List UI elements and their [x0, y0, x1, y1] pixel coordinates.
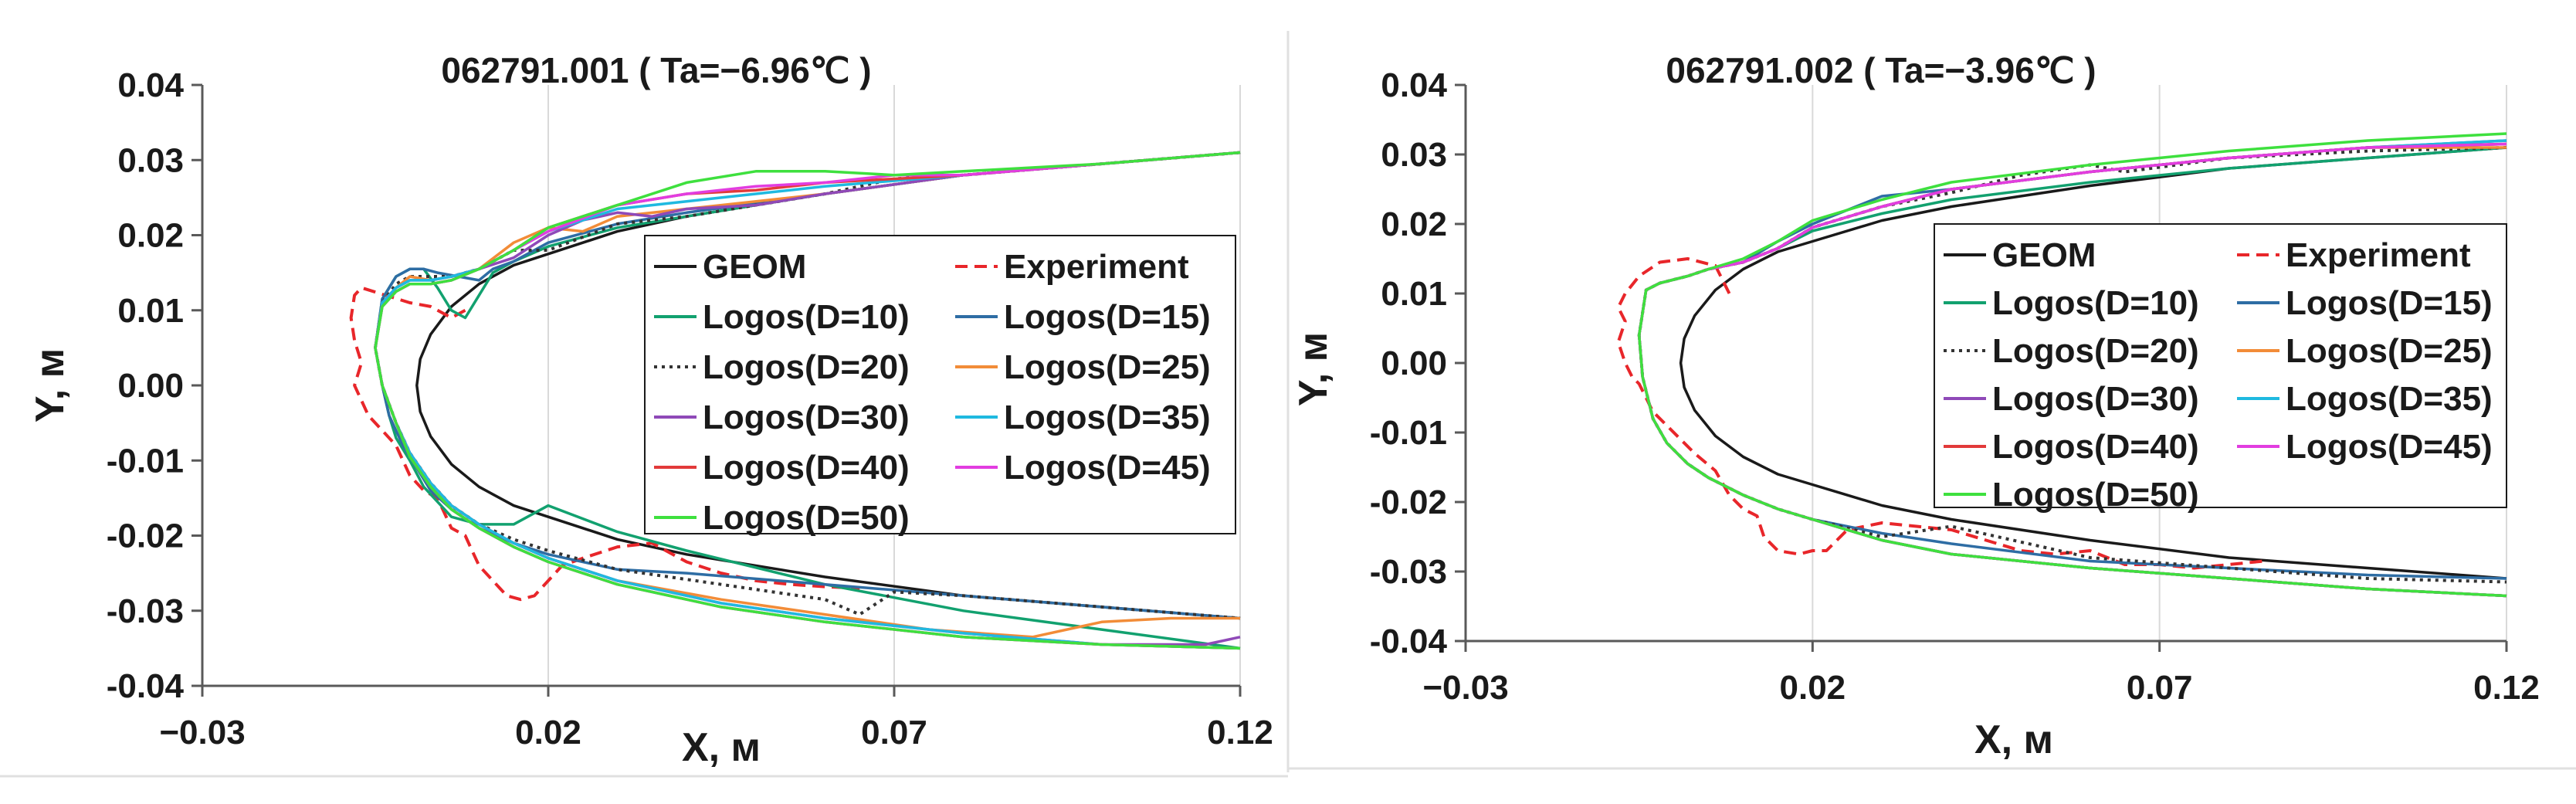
- series-logos-d-50: [374, 151, 1241, 650]
- legend-label: Experiment: [2286, 236, 2471, 274]
- y-tick-label: 0.00: [117, 367, 184, 405]
- x-tick-label: 0.12: [2473, 669, 2540, 707]
- series-experiment: [349, 286, 860, 602]
- legend-label: GEOM: [703, 248, 806, 286]
- y-tick-label: -0.03: [107, 592, 184, 630]
- y-tick-label: -0.01: [107, 442, 184, 480]
- y-tick-label: 0.04: [1381, 66, 1447, 104]
- x-tick-label: 0.07: [861, 714, 927, 751]
- legend-label: Logos(D=50): [703, 499, 910, 537]
- legend-label: Logos(D=35): [1004, 399, 1211, 436]
- y-tick-label: -0.02: [107, 517, 184, 555]
- legend-label: Logos(D=25): [2286, 332, 2493, 370]
- y-tick-label: 0.01: [1381, 275, 1447, 313]
- y-tick-label: 0.02: [1381, 205, 1447, 243]
- legend-label: Logos(D=15): [2286, 284, 2493, 322]
- legend-label: Logos(D=45): [2286, 428, 2493, 466]
- y-tick-label: 0.01: [117, 292, 184, 330]
- legend-label: Logos(D=30): [703, 399, 910, 436]
- legend-box: [644, 235, 1236, 534]
- legend-label: Logos(D=20): [1992, 332, 2199, 370]
- x-axis-title: X, м: [682, 725, 761, 770]
- x-tick-label: 0.02: [1780, 669, 1846, 707]
- y-tick-label: -0.03: [1370, 553, 1447, 591]
- x-tick-label: 0.12: [1207, 714, 1273, 751]
- x-tick-label: −0.03: [1422, 669, 1508, 707]
- legend-label: Logos(D=25): [1004, 348, 1211, 386]
- y-tick-label: -0.01: [1370, 414, 1447, 452]
- series-logos-d-50: [1637, 132, 2507, 598]
- y-tick-label: 0.03: [1381, 136, 1447, 174]
- legend-label: GEOM: [1992, 236, 2096, 274]
- x-tick-label: 0.07: [2127, 669, 2193, 707]
- y-axis-title: Y, м: [1291, 332, 1336, 406]
- y-axis-title: Y, м: [28, 348, 73, 422]
- legend-label: Logos(D=30): [1992, 380, 2199, 418]
- legend-label: Logos(D=40): [1992, 428, 2199, 466]
- legend-label: Logos(D=10): [1992, 284, 2199, 322]
- legend-label: Experiment: [1004, 248, 1189, 286]
- x-tick-label: 0.02: [515, 714, 581, 751]
- x-axis-title: X, м: [1974, 717, 2053, 762]
- y-tick-label: 0.02: [117, 217, 184, 255]
- series-experiment: [1616, 257, 2264, 570]
- y-tick-label: -0.04: [107, 667, 185, 705]
- legend-label: Logos(D=15): [1004, 298, 1211, 336]
- chart-panel-1: 0.04 0.03 0.02 0.01 0.00 -0.01 -0.02 -0.03 -0.04…: [28, 50, 1273, 770]
- legend-label: Logos(D=10): [703, 298, 910, 336]
- y-tick-label: 0.00: [1381, 344, 1447, 382]
- legend-label: Logos(D=35): [2286, 380, 2493, 418]
- chart-title: 062791.001 ( Ta=−6.96℃ ): [441, 50, 871, 90]
- series-geom: [1679, 146, 2507, 580]
- legend-label: Logos(D=20): [703, 348, 910, 386]
- legend-label: Logos(D=45): [1004, 449, 1211, 487]
- x-tick-label: −0.03: [159, 714, 245, 751]
- y-tick-label: 0.04: [117, 66, 184, 104]
- y-tick-label: 0.03: [117, 141, 184, 179]
- legend-label: Logos(D=40): [703, 449, 910, 487]
- legend-box: [1934, 223, 2507, 508]
- chart-panel-2: 0.04 0.03 0.02 0.01 0.00 -0.01 -0.02 -0.03 -0.04…: [1291, 50, 2540, 762]
- y-tick-label: -0.04: [1370, 623, 1448, 660]
- legend-label: Logos(D=50): [1992, 476, 2199, 514]
- y-tick-label: -0.02: [1370, 483, 1447, 521]
- chart-title: 062791.002 ( Ta=−3.96℃ ): [1666, 50, 2096, 90]
